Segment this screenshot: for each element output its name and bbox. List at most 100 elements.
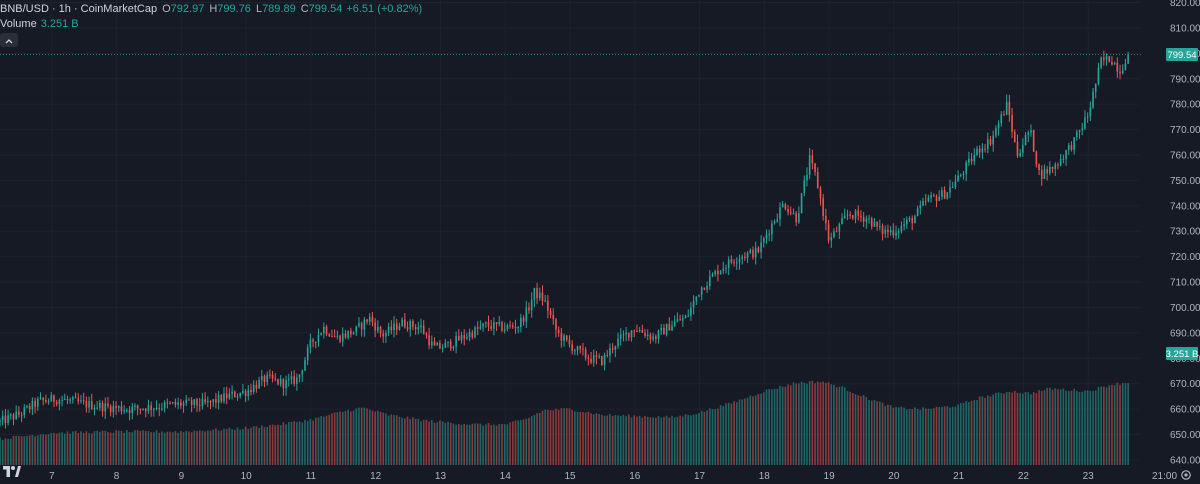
candle-body	[312, 339, 314, 342]
candle-body	[490, 326, 493, 329]
volume-bar	[555, 408, 557, 465]
volume-bar	[879, 401, 881, 465]
volume-bar	[574, 411, 576, 465]
volume-bar	[460, 424, 463, 465]
volume-bar	[0, 437, 1, 465]
volume-bar	[781, 386, 784, 465]
candle-body	[271, 374, 274, 379]
candle-body	[857, 210, 860, 216]
candle-body	[482, 323, 484, 327]
candle-body	[495, 322, 498, 325]
volume-bar	[1073, 388, 1075, 465]
time-tick-label: 11	[306, 471, 317, 482]
volume-legend[interactable]: Volume 3.251 B	[0, 17, 79, 31]
price-axis[interactable]: 640.00650.00660.00670.00680.00690.00700.…	[1170, 0, 1200, 466]
volume-bar	[846, 390, 849, 465]
candle-body	[1084, 117, 1086, 129]
candle-body	[865, 218, 868, 222]
candle-body	[447, 341, 449, 343]
volume-bar	[538, 412, 541, 465]
volume-bar	[609, 413, 611, 465]
volume-bar	[868, 399, 870, 465]
candle-body	[55, 402, 58, 405]
candle-body	[1067, 145, 1070, 151]
volume-bar	[765, 389, 768, 465]
candle-body	[201, 399, 204, 407]
candle-body	[90, 400, 93, 410]
candle-body	[428, 335, 430, 346]
volume-bar	[1054, 388, 1057, 465]
volume-bar	[768, 389, 770, 465]
candle-body	[638, 330, 641, 332]
volume-bar	[1, 439, 4, 465]
volume-bar	[482, 425, 484, 465]
candle-body	[714, 270, 717, 275]
volume-bar	[182, 432, 185, 465]
volume-bar	[161, 431, 163, 465]
symbol-title[interactable]: BNB/USD · 1h · CoinMarketCap	[0, 3, 158, 15]
candle-body	[457, 335, 460, 341]
volume-bar	[296, 422, 298, 465]
candle-body	[784, 204, 787, 210]
volume-bar	[228, 427, 231, 465]
time-tick-label: 13	[435, 471, 447, 482]
candle-body	[973, 154, 976, 162]
collapse-legend-button[interactable]	[0, 33, 18, 47]
volume-bar	[695, 414, 698, 465]
candle-body	[128, 410, 131, 413]
volume-bar	[107, 431, 109, 465]
volume-bar	[312, 420, 314, 465]
volume-bar	[126, 430, 128, 465]
volume-bar	[725, 403, 727, 465]
candle-body	[803, 180, 806, 194]
volume-bar	[279, 425, 282, 465]
candle-body	[420, 325, 422, 328]
price-tick-label: 650.00	[1170, 430, 1200, 441]
volume-bar	[992, 394, 994, 465]
candle-body	[395, 323, 398, 330]
gear-icon[interactable]	[1180, 469, 1192, 481]
candle-body	[941, 190, 943, 197]
candle-body	[760, 242, 762, 253]
price-axis-background[interactable]	[1142, 0, 1200, 484]
volume-bar	[968, 402, 970, 465]
candle-body	[15, 411, 18, 420]
volume-bar	[309, 418, 312, 465]
volume-bar	[269, 425, 271, 465]
volume-bar	[887, 404, 889, 465]
symbol-legend[interactable]: BNB/USD · 1h · CoinMarketCap O792.97 H799.…	[0, 2, 422, 16]
candle-body	[239, 392, 242, 397]
volume-bar	[927, 408, 930, 465]
volume-bar	[919, 409, 922, 465]
volume-bar	[816, 381, 819, 465]
time-axis[interactable]: 7 8 9 10 11 12 13 14 15 16 17 18 19 20 21 22 23	[49, 471, 1094, 482]
volume-bar	[166, 431, 169, 465]
price-tick-label: 740.00	[1170, 201, 1200, 212]
volume-bar	[762, 392, 765, 465]
volume-bar	[320, 415, 322, 465]
candle-body	[671, 325, 673, 331]
candle-body	[182, 403, 185, 406]
candle-body	[698, 294, 700, 297]
candle-body	[717, 270, 719, 275]
candle-body	[220, 394, 223, 402]
candle-body	[517, 326, 519, 329]
volume-bar	[714, 409, 717, 465]
volume-bar	[134, 430, 136, 465]
candle-body	[223, 393, 225, 402]
tradingview-logo[interactable]	[2, 464, 22, 478]
candle-body	[39, 397, 42, 399]
candle-body	[668, 323, 671, 331]
volume-bar	[344, 410, 347, 465]
candle-body	[328, 334, 331, 337]
volume-bar	[547, 409, 549, 465]
candle-body	[155, 407, 158, 409]
price-tick-label: 710.00	[1170, 278, 1200, 289]
candle-body	[93, 407, 96, 410]
volume-bar	[425, 419, 428, 465]
candle-body	[377, 326, 379, 331]
volume-bar	[552, 410, 555, 465]
volume-bar	[136, 430, 139, 465]
volume-bar	[536, 413, 538, 465]
